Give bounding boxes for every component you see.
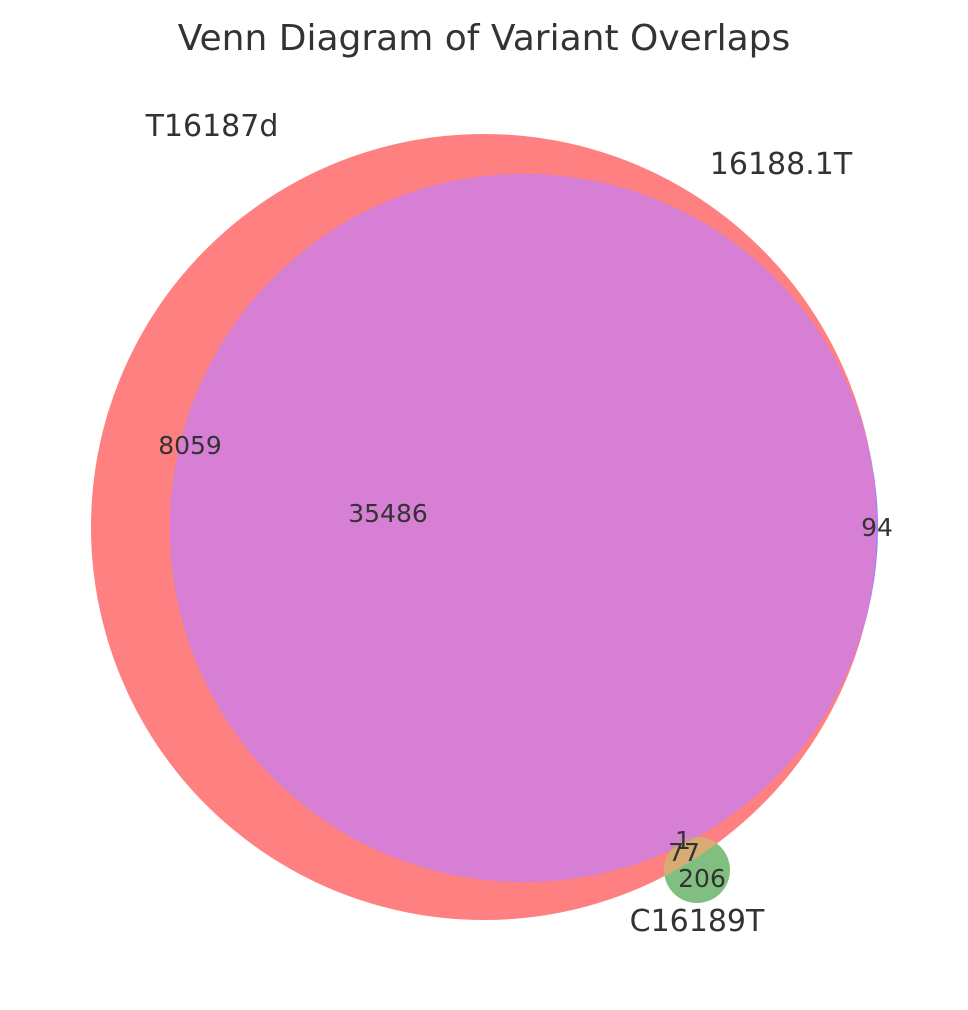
chart-title: Venn Diagram of Variant Overlaps [178,18,791,59]
count-only-C16189T: 206 [678,864,726,893]
set-label-16188-1T: 16188.1T [710,147,853,182]
count-only-T16187d: 8059 [158,431,222,460]
count-T16187d-and-16188-1T: 35486 [348,499,428,528]
region-T16187d-and-16188-1T [170,174,877,882]
count-all-three: 1 [675,826,691,855]
count-only-16188-1T: 94 [861,513,893,542]
set-label-T16187d: T16187d [145,109,279,144]
count-T16187d-and-C16189T: 77 [668,838,700,867]
set-label-C16189T: C16189T [630,904,765,939]
